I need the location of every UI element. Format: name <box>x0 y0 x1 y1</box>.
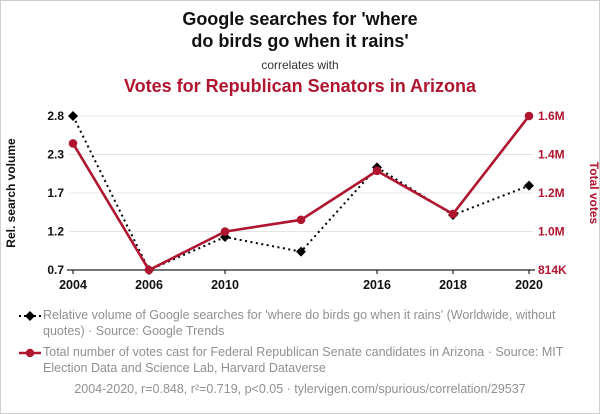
x-axis-tick-label: 2004 <box>59 278 87 292</box>
legend-item-search-volume: Relative volume of Google searches for '… <box>17 307 583 340</box>
circle-marker <box>296 215 306 224</box>
circle-marker <box>68 138 78 148</box>
left-axis-tick-label: 1.7 <box>47 186 64 200</box>
footer-stats: 2004-2020, r=0.848, r²=0.719, p<0.05 · t… <box>74 381 526 396</box>
chart-header: Google searches for 'where do birds go w… <box>1 1 599 98</box>
legend-item-votes: Total number of votes cast for Federal R… <box>17 344 583 377</box>
title-votes: Votes for Republican Senators in Arizona <box>123 75 477 96</box>
circle-marker <box>448 209 458 218</box>
right-axis-title: Total votes <box>587 161 600 224</box>
left-axis-tick-label: 2.3 <box>47 147 64 161</box>
circle-marker <box>144 265 154 274</box>
right-axis-tick-label: 1.0M <box>538 224 565 238</box>
diamond-marker <box>68 110 78 121</box>
left-axis-tick-label: 1.2 <box>47 224 64 238</box>
correlates-with-label: correlates with <box>261 57 339 72</box>
black-diamond-marker-icon <box>19 310 41 321</box>
chart-legend: Relative volume of Google searches for '… <box>1 303 599 377</box>
chart-svg: 2.8 1.6M 2.3 1.4M 1.7 1.2M 1.2 1.0M 0.7 814K 2004 2… <box>4 109 600 292</box>
diamond-marker <box>296 246 306 257</box>
x-axis-tick-label: 2010 <box>211 278 239 292</box>
right-axis-tick-label: 814K <box>538 263 567 277</box>
left-axis-tick-label: 0.7 <box>47 263 64 277</box>
x-axis-tick-label: 2006 <box>135 278 163 292</box>
left-axis-title: Rel. search volume <box>4 137 18 247</box>
x-axis-tick-label: 2020 <box>515 278 543 292</box>
circle-marker <box>372 166 382 175</box>
legend-text-search-volume: Relative volume of Google searches for '… <box>43 307 556 338</box>
title-line-2: do birds go when it rains' <box>191 30 409 51</box>
circle-marker <box>220 226 230 236</box>
x-axis-tick-label: 2016 <box>363 278 391 292</box>
right-axis-tick-label: 1.6M <box>538 109 565 123</box>
title-line-1: Google searches for 'where <box>182 9 418 29</box>
right-axis-tick-label: 1.2M <box>538 186 565 200</box>
left-axis-tick-label: 2.8 <box>47 109 64 123</box>
legend-text-votes: Total number of votes cast for Federal R… <box>43 345 564 376</box>
x-axis-tick-label: 2018 <box>439 278 467 292</box>
right-axis-tick-label: 1.4M <box>538 147 565 161</box>
circle-marker <box>524 111 534 120</box>
title-search-term: Google searches for 'where do birds go w… <box>1 9 599 53</box>
diamond-marker <box>524 180 534 191</box>
red-circle-marker-icon <box>19 348 41 358</box>
